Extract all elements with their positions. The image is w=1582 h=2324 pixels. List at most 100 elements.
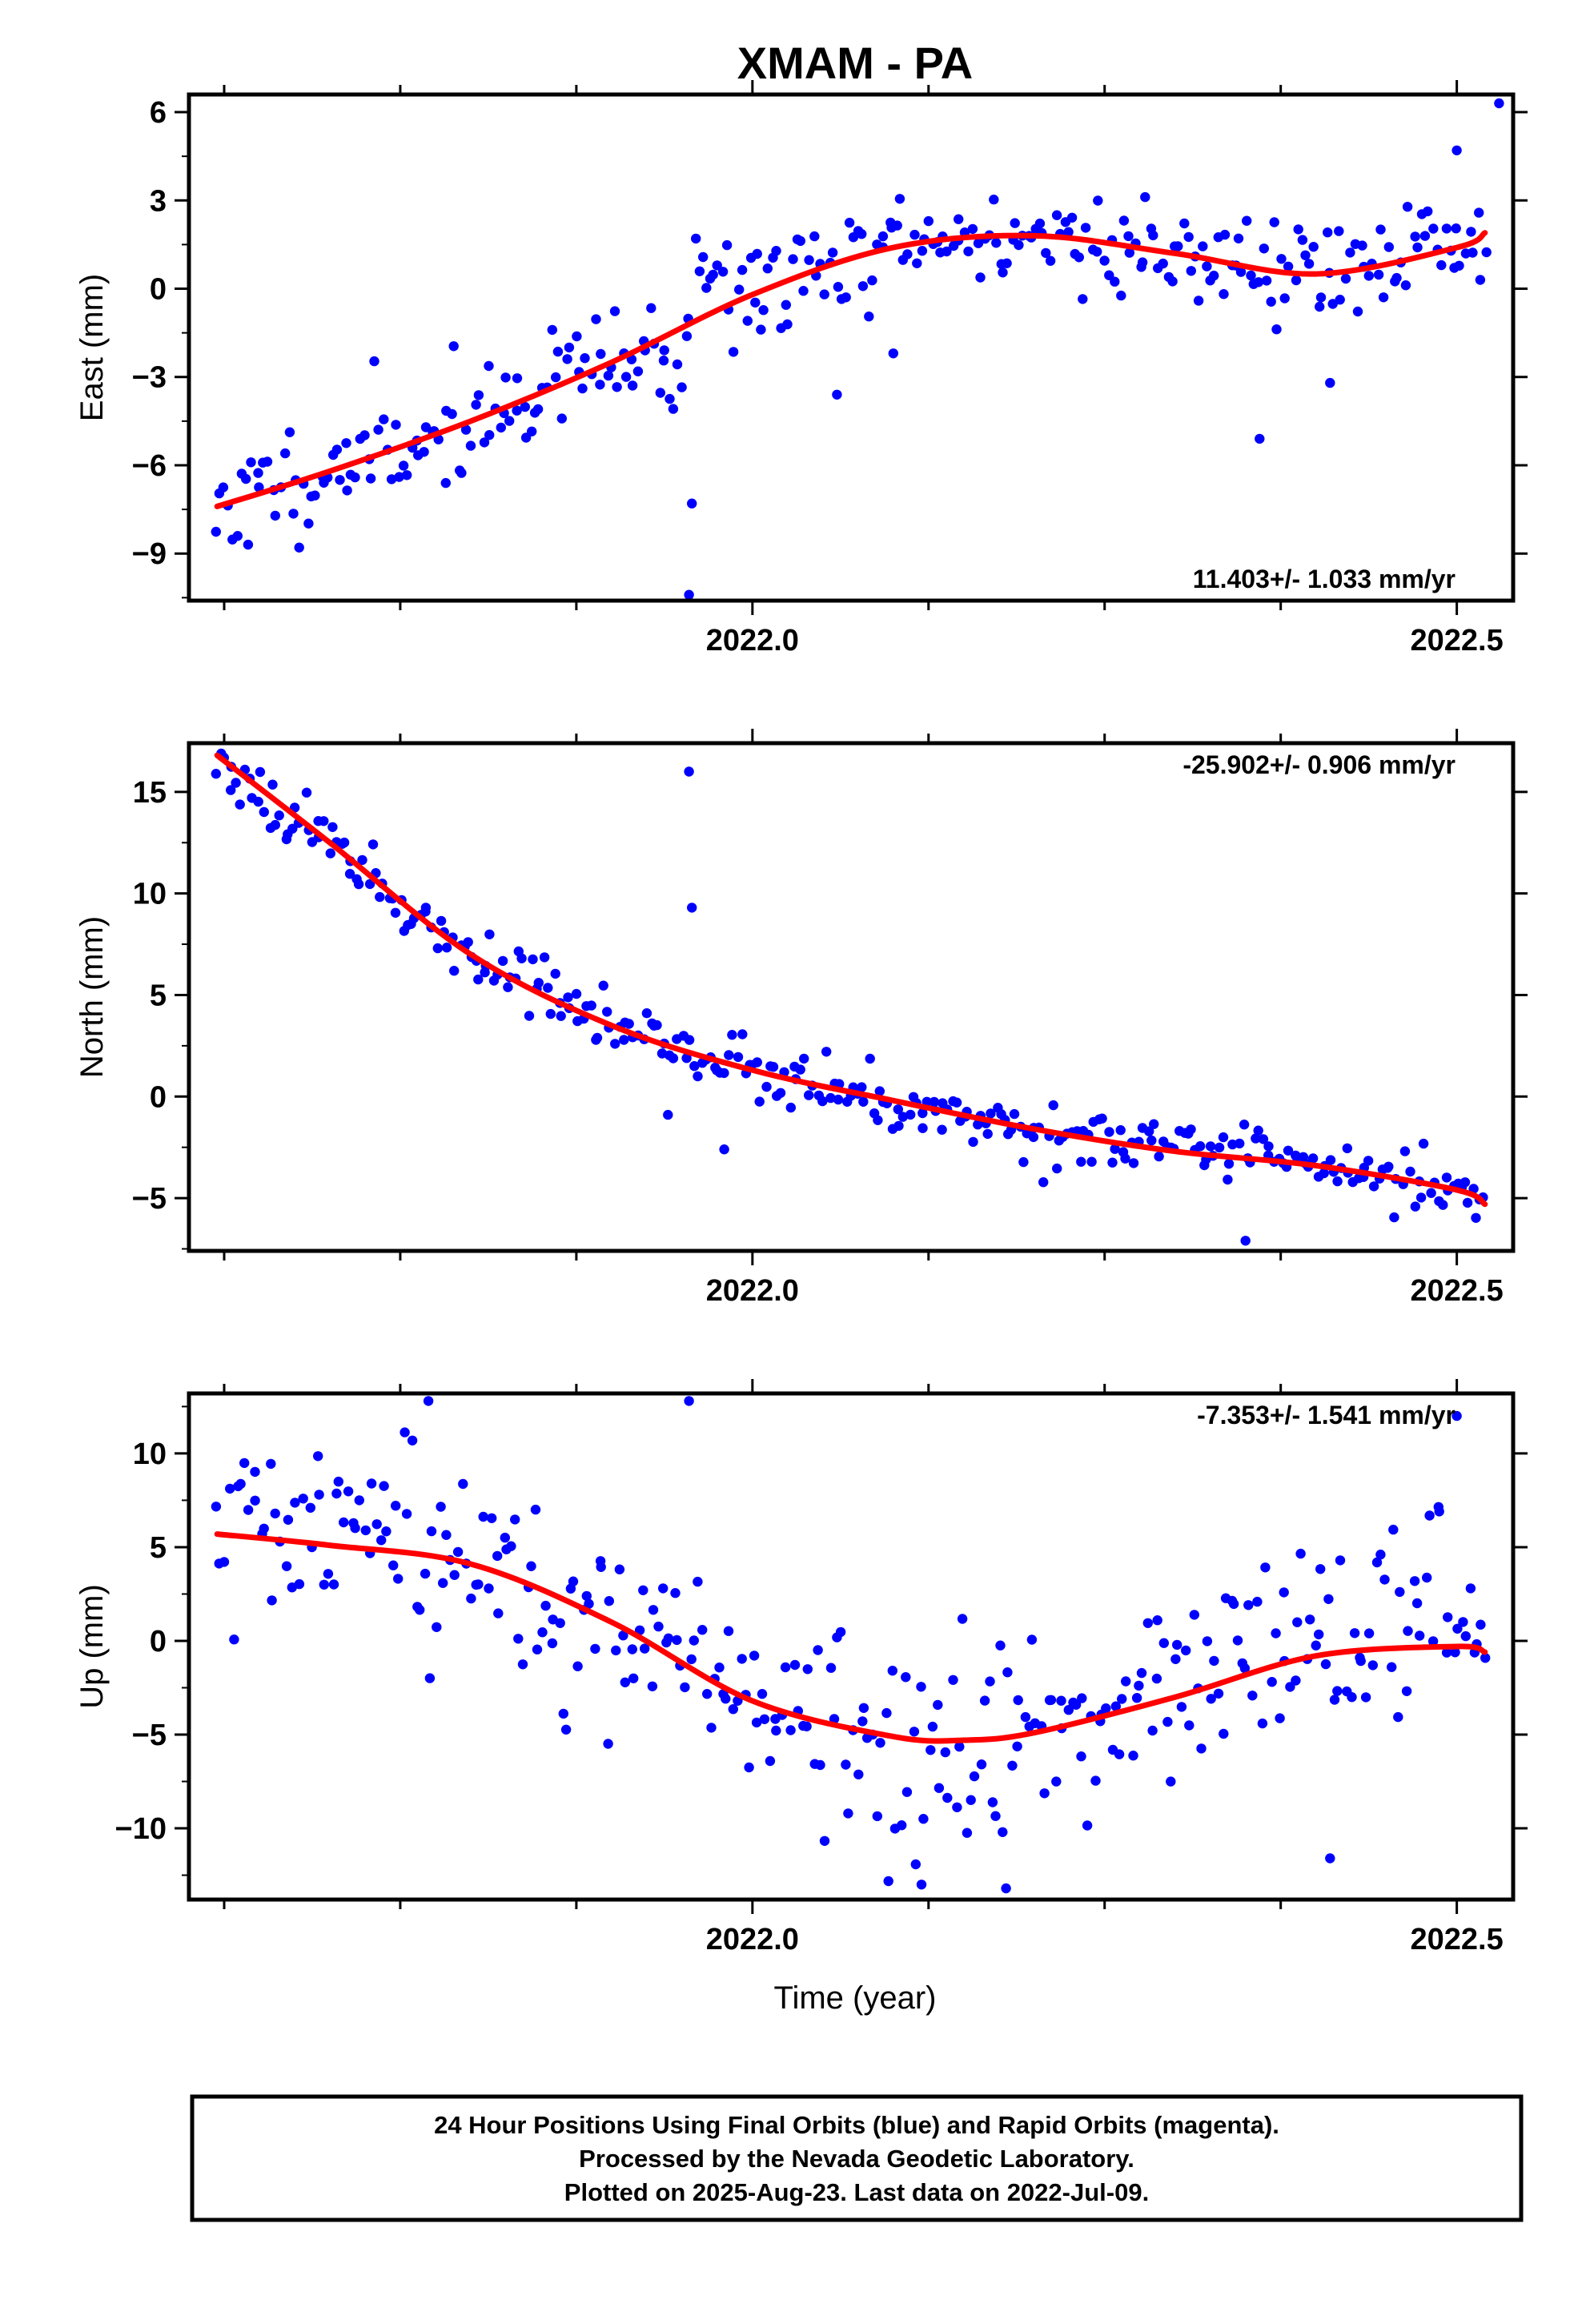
data-point — [670, 1588, 681, 1598]
data-point — [493, 1608, 504, 1618]
data-point — [1253, 1125, 1263, 1136]
data-point — [375, 891, 385, 903]
outlier-point — [1001, 1883, 1011, 1894]
data-point — [596, 1562, 606, 1573]
y-axis-label: Up (mm) — [74, 1584, 110, 1709]
data-point — [379, 414, 389, 424]
data-point — [1233, 233, 1244, 243]
data-point — [1271, 324, 1282, 335]
data-point — [966, 1795, 976, 1805]
data-point — [788, 254, 798, 264]
data-point — [219, 1557, 230, 1567]
data-point — [1402, 202, 1413, 212]
data-point — [817, 1096, 828, 1107]
data-point — [1101, 1703, 1111, 1714]
data-point — [1458, 1617, 1468, 1627]
data-point — [1395, 1586, 1405, 1598]
data-point — [586, 1000, 596, 1011]
data-point — [857, 1082, 867, 1092]
data-point — [512, 373, 523, 384]
data-point — [1219, 229, 1231, 240]
data-point — [752, 248, 762, 259]
data-point — [1186, 266, 1197, 276]
data-point — [602, 1007, 612, 1017]
data-point — [550, 968, 560, 979]
outlier-point — [832, 389, 842, 400]
data-point — [1471, 1212, 1481, 1224]
data-point — [619, 1035, 629, 1045]
data-point — [1476, 1619, 1486, 1630]
y-tick-label: 3 — [150, 184, 167, 218]
data-point — [1093, 195, 1103, 206]
data-point — [1118, 215, 1130, 226]
data-point — [551, 372, 561, 383]
data-point — [756, 324, 766, 335]
data-point — [934, 1783, 945, 1793]
data-point — [1367, 1660, 1379, 1671]
caption-box: 24 Hour Positions Using Final Orbits (bl… — [190, 2094, 1524, 2222]
data-point — [757, 1689, 768, 1699]
data-point — [624, 1019, 634, 1029]
data-point — [229, 1634, 239, 1645]
data-point — [833, 282, 844, 292]
data-point — [420, 1568, 431, 1579]
data-point — [1140, 191, 1150, 203]
data-point — [402, 470, 412, 480]
data-point — [1154, 1151, 1164, 1162]
data-point — [609, 306, 620, 316]
data-point — [290, 1498, 300, 1508]
data-point — [371, 1519, 382, 1530]
data-point — [1076, 1751, 1086, 1762]
data-point — [259, 806, 269, 818]
data-point — [1247, 1691, 1258, 1701]
data-point — [1206, 1694, 1216, 1704]
data-point — [243, 539, 254, 550]
data-point — [533, 978, 544, 988]
data-point — [819, 1835, 830, 1846]
data-point — [1335, 295, 1345, 305]
data-point — [917, 246, 928, 256]
y-tick-label: −5 — [132, 1182, 167, 1216]
data-point — [865, 1053, 875, 1064]
data-point — [1014, 239, 1024, 251]
data-point — [255, 766, 266, 778]
data-point — [484, 360, 494, 372]
data-point — [1045, 255, 1056, 266]
data-point — [460, 424, 472, 435]
data-point — [1104, 270, 1114, 280]
data-point — [1363, 1628, 1375, 1638]
data-point — [963, 246, 974, 257]
data-point — [1189, 1610, 1200, 1620]
data-point — [449, 1570, 460, 1580]
data-point — [1170, 1654, 1181, 1664]
data-point — [1323, 227, 1333, 238]
data-point — [398, 460, 409, 471]
data-point — [1076, 1156, 1086, 1167]
data-point — [350, 472, 360, 483]
data-point — [1097, 1113, 1107, 1124]
data-point — [858, 1096, 869, 1108]
data-point — [672, 1634, 682, 1646]
data-point — [1038, 1177, 1049, 1188]
data-point — [211, 1502, 222, 1512]
y-tick-label: 5 — [150, 979, 167, 1012]
data-point — [572, 331, 582, 342]
data-point — [1205, 1141, 1216, 1152]
data-point — [677, 382, 687, 392]
data-point — [759, 1714, 770, 1724]
data-point — [771, 246, 781, 256]
data-point — [632, 366, 644, 376]
data-point — [310, 490, 320, 501]
data-point — [246, 457, 256, 468]
data-point — [540, 1600, 551, 1611]
data-point — [901, 1787, 913, 1797]
data-point — [1213, 1688, 1224, 1699]
data-point — [665, 393, 675, 404]
data-point — [274, 810, 284, 821]
data-point — [497, 955, 508, 967]
data-point — [1311, 1640, 1321, 1651]
data-point — [721, 239, 733, 251]
data-point — [1360, 1692, 1371, 1703]
data-point — [556, 413, 567, 424]
data-point — [465, 440, 476, 451]
